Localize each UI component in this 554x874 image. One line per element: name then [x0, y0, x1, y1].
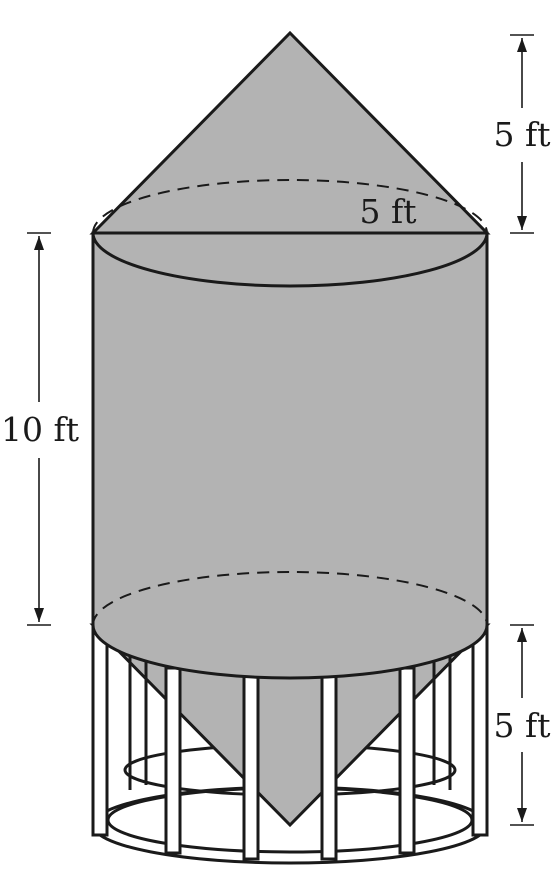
stand-leg — [91, 623, 109, 837]
stand-leg — [164, 666, 182, 855]
stand-leg — [320, 674, 338, 861]
stand-legs — [91, 623, 489, 861]
stand-leg — [471, 623, 489, 837]
label-cylinder-height: 10 ft — [1, 410, 79, 449]
cylinder-body — [91, 231, 489, 680]
stand-leg — [242, 674, 260, 861]
cylinder-top-front — [91, 232, 489, 288]
label-radius: 5 ft — [360, 192, 417, 231]
cylinder-bottom-back-dashed — [92, 571, 488, 626]
stand-leg-back — [128, 650, 452, 790]
cylinder-top-back-dashed — [92, 179, 488, 234]
label-bottom-cone-height: 5 ft — [494, 706, 551, 745]
dimension-bottom-cone-height — [510, 624, 534, 826]
dimension-cylinder-height — [27, 232, 51, 626]
dimension-top-cone-height — [510, 34, 534, 234]
stand-leg — [398, 666, 416, 855]
label-top-cone-height: 5 ft — [494, 115, 551, 154]
